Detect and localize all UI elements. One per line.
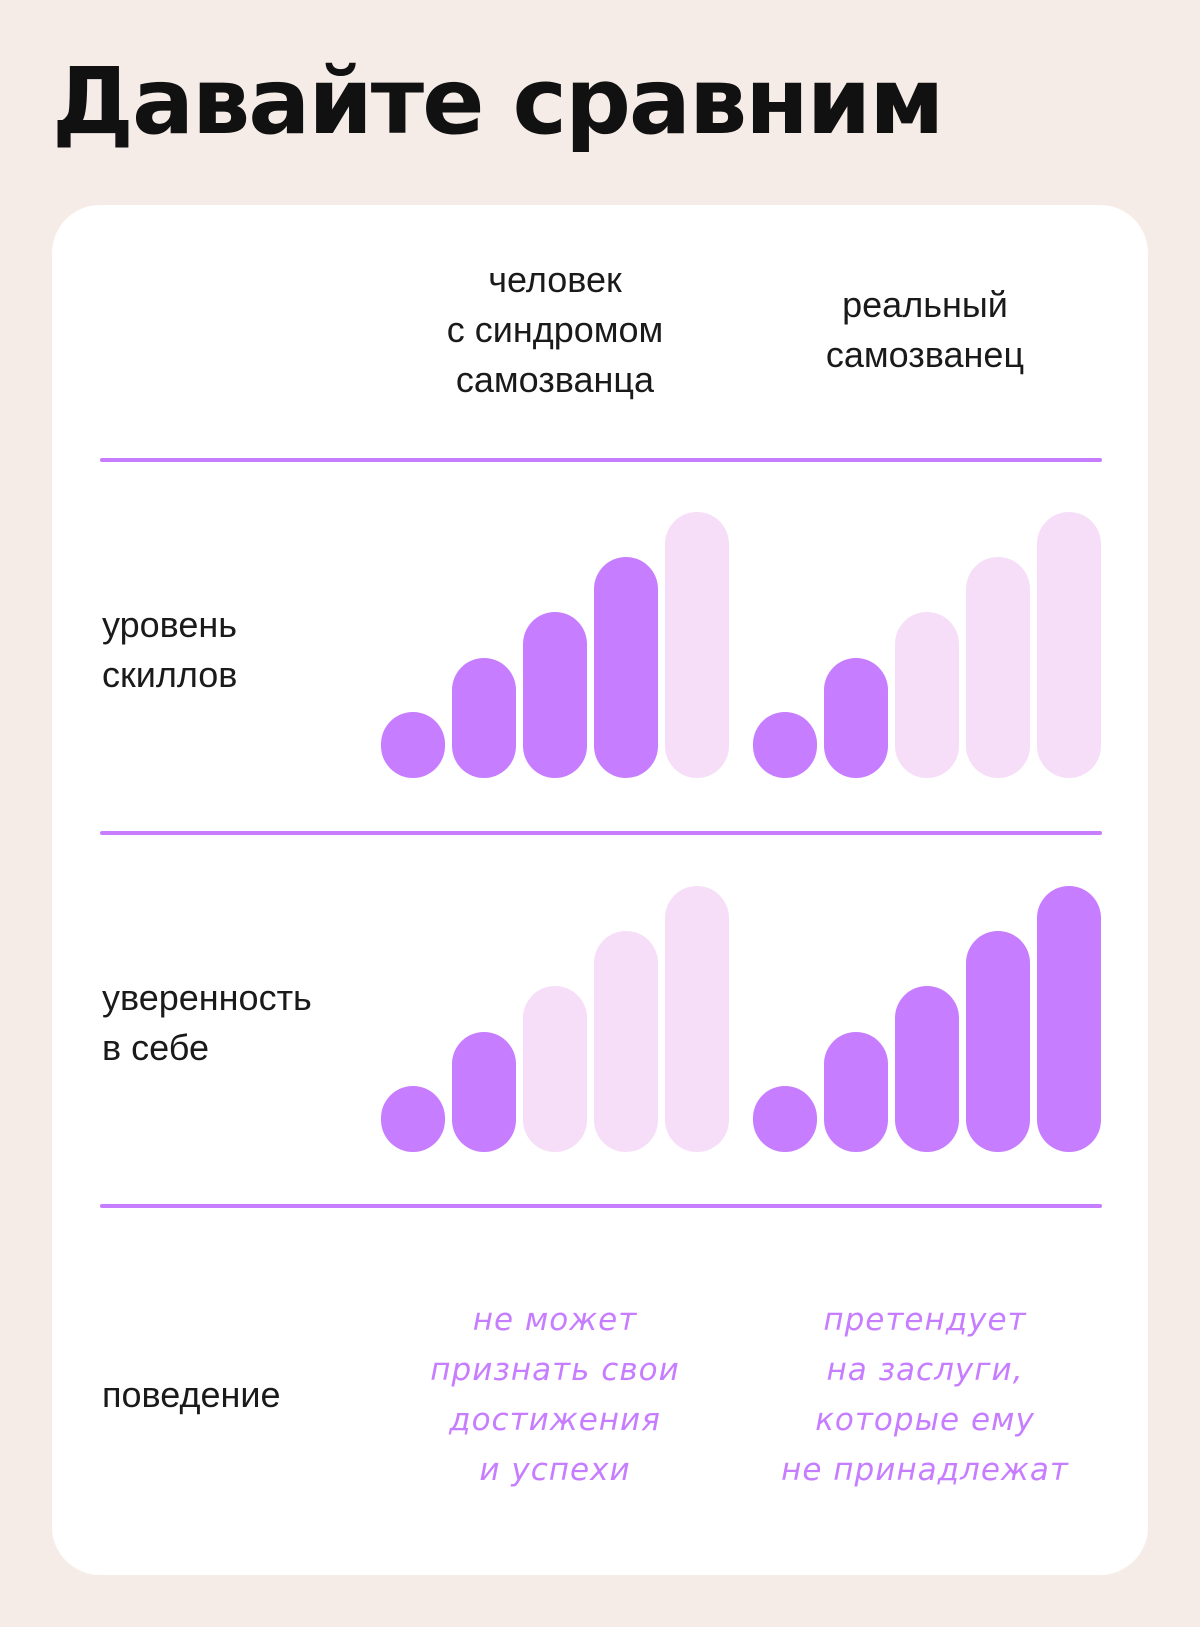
level-bar: [381, 712, 445, 778]
divider: [100, 1204, 1102, 1208]
behavior-line: претендует: [823, 1302, 1027, 1338]
level-bar: [665, 886, 729, 1152]
divider: [100, 831, 1102, 835]
behavior-line: достижения: [449, 1402, 661, 1438]
header-line: самозванца: [455, 359, 655, 400]
level-bar: [895, 986, 959, 1152]
confidence-level-impostor-syndrome: [381, 872, 741, 1152]
column-header-real-impostor: реальный самозванец: [765, 280, 1085, 380]
level-bar: [1037, 512, 1101, 778]
level-bar: [381, 1086, 445, 1152]
level-bar: [665, 512, 729, 778]
level-bar: [895, 612, 959, 778]
level-bar: [753, 712, 817, 778]
label-line: уровень: [102, 604, 238, 645]
behavior-line: на заслуги,: [826, 1352, 1024, 1388]
level-bar: [523, 986, 587, 1152]
header-line: реальный: [842, 284, 1008, 325]
skills-level-real-impostor: [753, 498, 1113, 778]
behavior-line: не может: [472, 1302, 638, 1338]
row-label-confidence: уверенность в себе: [102, 973, 312, 1073]
header-line: человек: [488, 259, 622, 300]
behavior-impostor-syndrome: не может признать свои достижения и успе…: [385, 1295, 725, 1495]
level-bar: [452, 658, 516, 778]
confidence-level-real-impostor: [753, 872, 1113, 1152]
divider: [100, 458, 1102, 462]
level-bar: [824, 658, 888, 778]
label-line: скиллов: [102, 654, 238, 695]
header-line: самозванец: [825, 334, 1025, 375]
skills-level-impostor-syndrome: [381, 498, 741, 778]
level-bar: [523, 612, 587, 778]
behavior-line: и успехи: [479, 1452, 631, 1488]
behavior-line: признать свои: [430, 1352, 680, 1388]
level-bar: [753, 1086, 817, 1152]
level-bar: [966, 557, 1030, 778]
behavior-real-impostor: претендует на заслуги, которые ему не пр…: [755, 1295, 1095, 1495]
level-bar: [452, 1032, 516, 1152]
behavior-line: не принадлежат: [781, 1452, 1069, 1488]
row-label-behavior: поведение: [102, 1374, 281, 1415]
row-label-skills: уровень скиллов: [102, 600, 237, 700]
level-bar: [966, 931, 1030, 1152]
level-bar: [594, 557, 658, 778]
behavior-line: которые ему: [815, 1402, 1035, 1438]
label-line: уверенность: [102, 977, 312, 1018]
comparison-card: человек с синдромом самозванца реальный …: [52, 205, 1148, 1575]
page-title: Давайте сравним: [52, 48, 944, 155]
header-line: с синдромом: [446, 309, 664, 350]
column-header-impostor-syndrome: человек с синдромом самозванца: [395, 255, 715, 405]
label-line: в себе: [102, 1027, 209, 1068]
level-bar: [1037, 886, 1101, 1152]
level-bar: [594, 931, 658, 1152]
level-bar: [824, 1032, 888, 1152]
